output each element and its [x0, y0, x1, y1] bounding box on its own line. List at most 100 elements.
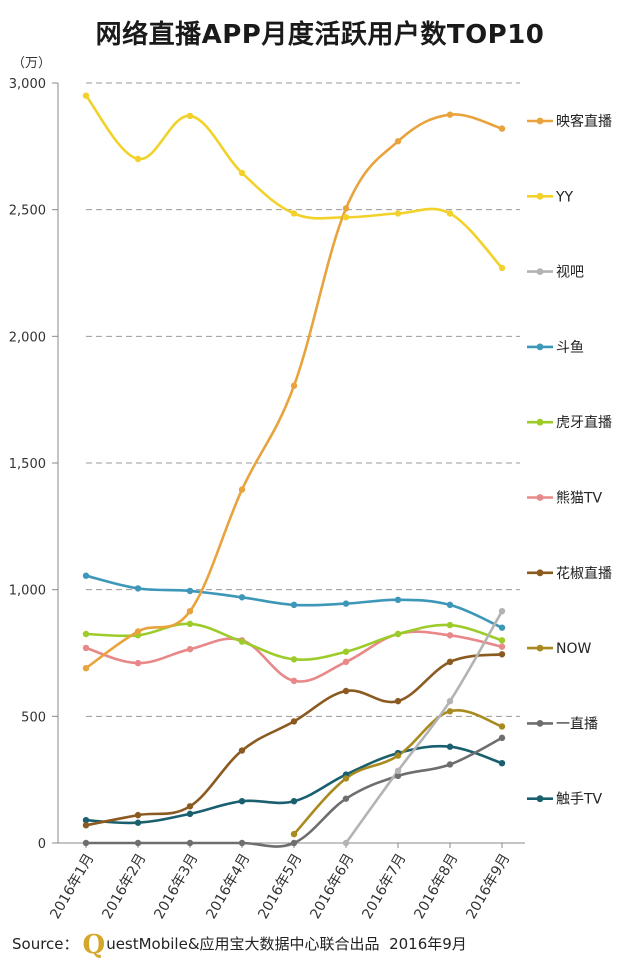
- legend-label: 熊猫TV: [556, 491, 603, 507]
- data-point: [238, 486, 246, 493]
- data-point: [394, 697, 402, 705]
- data-point: [342, 687, 350, 695]
- data-point: [498, 637, 506, 644]
- chart-title: 网络直播APP月度活跃用户数TOP10: [95, 20, 545, 50]
- data-point: [446, 658, 454, 666]
- series-lines: [84, 94, 504, 848]
- data-point: [342, 600, 350, 607]
- y-tick-label: 2,000: [9, 330, 46, 345]
- data-point: [342, 214, 350, 221]
- data-point: [186, 587, 194, 595]
- legend-swatch-marker: [536, 494, 544, 501]
- data-point: [82, 644, 90, 652]
- legend-label: 触手TV: [556, 792, 603, 808]
- data-point: [394, 596, 402, 603]
- data-point: [134, 628, 142, 635]
- data-point: [290, 601, 298, 609]
- legend-label: 斗鱼: [556, 339, 584, 356]
- series-line-1: [84, 113, 504, 670]
- data-point: [82, 630, 90, 638]
- data-point: [290, 798, 298, 805]
- grid-lines: [86, 82, 520, 717]
- data-point: [290, 656, 298, 663]
- legend-swatch-marker: [536, 644, 544, 652]
- x-tick-label: 2016年6月: [307, 851, 357, 922]
- data-point: [498, 125, 506, 132]
- data-point: [134, 659, 142, 667]
- data-point: [82, 665, 90, 672]
- legend-swatch-marker: [536, 418, 544, 426]
- data-point: [290, 830, 298, 838]
- data-point: [238, 169, 246, 177]
- data-point: [186, 608, 194, 615]
- source-prefix: Source：: [12, 935, 79, 953]
- data-point: [394, 772, 402, 780]
- legend-label: YY: [555, 189, 574, 205]
- legend-item: YY: [527, 189, 574, 205]
- series-points: [82, 92, 506, 847]
- legend-label: 虎牙直播: [556, 414, 612, 431]
- data-point: [82, 92, 90, 99]
- data-point: [446, 761, 454, 768]
- data-point: [342, 648, 350, 655]
- data-point: [498, 651, 506, 658]
- data-point: [342, 775, 350, 782]
- legend-label: 映客直播: [556, 113, 612, 130]
- data-point: [186, 839, 194, 847]
- data-point: [290, 382, 298, 389]
- y-tick-labels: 0 500 1,000 1,500 2,000 2,500 3,000: [9, 77, 46, 852]
- x-tick-label: 2016年2月: [99, 851, 149, 922]
- data-point: [394, 138, 402, 145]
- data-point: [394, 630, 402, 638]
- series-line-9: [84, 736, 504, 848]
- data-point: [446, 708, 454, 715]
- data-point: [186, 112, 194, 120]
- axes: [52, 82, 525, 848]
- legend-item: 熊猫TV: [527, 491, 603, 507]
- data-point: [186, 620, 194, 628]
- data-point: [446, 743, 454, 750]
- y-tick-label: 1,500: [9, 457, 46, 472]
- data-point: [290, 210, 298, 217]
- legend-item: 虎牙直播: [527, 414, 612, 431]
- y-tick-label: 500: [21, 710, 46, 725]
- data-point: [238, 594, 246, 601]
- series-line-10: [84, 744, 504, 825]
- data-point: [394, 210, 402, 217]
- data-point: [498, 264, 506, 272]
- data-point: [134, 839, 142, 847]
- y-tick-label: 0: [38, 837, 46, 852]
- data-point: [134, 155, 142, 163]
- data-point: [290, 677, 298, 685]
- data-point: [134, 585, 142, 592]
- questmobile-logo-letter: Q: [82, 930, 106, 960]
- data-point: [82, 822, 90, 829]
- data-point: [498, 624, 506, 631]
- x-tick-label: 2016年8月: [411, 851, 461, 922]
- legend-swatch-marker: [536, 268, 544, 275]
- data-point: [394, 752, 402, 759]
- data-point: [290, 718, 298, 725]
- legend-label: NOW: [556, 641, 591, 657]
- data-point: [238, 839, 246, 847]
- data-point: [186, 646, 194, 653]
- data-point: [290, 839, 298, 847]
- data-point: [342, 839, 350, 847]
- data-point: [134, 811, 142, 819]
- data-point: [498, 643, 506, 650]
- data-point: [82, 572, 90, 579]
- source-date: 2016年9月: [389, 935, 467, 953]
- legend-swatch-marker: [536, 343, 544, 351]
- data-point: [446, 621, 454, 629]
- data-point: [238, 638, 246, 645]
- x-tick-label: 2016年7月: [359, 851, 409, 922]
- x-tick-label: 2016年5月: [255, 851, 305, 922]
- data-point: [498, 760, 506, 767]
- x-tick-labels: 2016年1月 2016年2月 2016年3月 2016年4月 2016年5月 2016年…: [47, 851, 513, 922]
- x-tick-label: 2016年1月: [47, 851, 97, 922]
- data-point: [446, 210, 454, 217]
- data-point: [186, 810, 194, 818]
- data-point: [446, 111, 454, 118]
- data-point: [238, 747, 246, 754]
